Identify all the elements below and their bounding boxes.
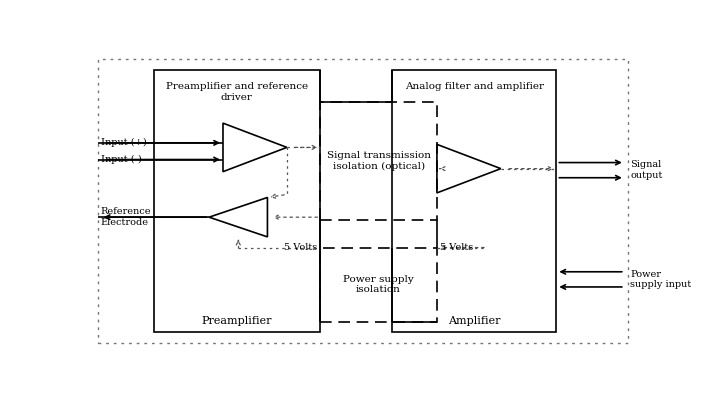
Text: 5 Volts: 5 Volts [440,243,473,252]
Text: Analog filter and amplifier: Analog filter and amplifier [405,82,544,91]
Text: Preamplifier: Preamplifier [201,316,272,326]
Text: Preamplifier and reference
driver: Preamplifier and reference driver [166,82,308,102]
Text: Input (-): Input (-) [100,155,141,164]
Text: Reference
Electrode: Reference Electrode [100,208,151,227]
Text: Signal transmission
isolation (optical): Signal transmission isolation (optical) [326,151,431,171]
Text: Power supply
isolation: Power supply isolation [343,275,414,294]
Text: Signal
output: Signal output [630,160,663,180]
Text: Amplifier: Amplifier [448,316,500,326]
Text: 5 Volts: 5 Volts [284,243,318,252]
Text: Power
supply input: Power supply input [630,269,692,289]
Text: Input (+): Input (+) [100,138,146,147]
